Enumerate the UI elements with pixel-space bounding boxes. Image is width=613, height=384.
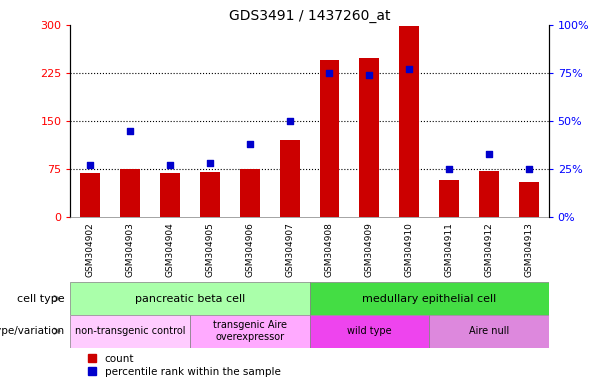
Bar: [160, 174, 180, 217]
Point: [245, 141, 255, 147]
Bar: [479, 171, 499, 217]
Bar: [359, 58, 379, 217]
Bar: [519, 182, 539, 217]
Point: [86, 162, 96, 168]
Bar: [280, 140, 300, 217]
Bar: [70, 282, 310, 315]
Text: pancreatic beta cell: pancreatic beta cell: [135, 293, 245, 304]
Point: [364, 72, 374, 78]
Text: wild type: wild type: [347, 326, 392, 336]
Bar: [310, 315, 429, 348]
Bar: [120, 169, 140, 217]
Title: GDS3491 / 1437260_at: GDS3491 / 1437260_at: [229, 8, 390, 23]
Point: [524, 166, 533, 172]
Text: GSM304907: GSM304907: [285, 222, 294, 277]
Legend: count, percentile rank within the sample: count, percentile rank within the sample: [88, 354, 281, 377]
Text: non-transgenic control: non-transgenic control: [75, 326, 186, 336]
Point: [166, 162, 175, 168]
Bar: [429, 315, 549, 348]
Bar: [190, 315, 310, 348]
Bar: [70, 315, 190, 348]
Text: cell type: cell type: [17, 293, 64, 304]
Text: transgenic Aire
overexpressor: transgenic Aire overexpressor: [213, 320, 287, 342]
Text: GSM304905: GSM304905: [205, 222, 215, 277]
Point: [205, 160, 215, 166]
Text: GSM304910: GSM304910: [405, 222, 414, 277]
Point: [284, 118, 294, 124]
Text: GSM304908: GSM304908: [325, 222, 334, 277]
Text: GSM304902: GSM304902: [86, 222, 95, 277]
Text: GSM304913: GSM304913: [524, 222, 533, 277]
Point: [405, 66, 414, 72]
Text: GSM304912: GSM304912: [484, 222, 493, 277]
Bar: [240, 169, 260, 217]
Bar: [200, 172, 220, 217]
Point: [444, 166, 454, 172]
Point: [125, 127, 135, 134]
Text: GSM304906: GSM304906: [245, 222, 254, 277]
Bar: [319, 60, 340, 217]
Bar: [80, 174, 101, 217]
Bar: [439, 180, 459, 217]
Bar: [310, 282, 549, 315]
Text: genotype/variation: genotype/variation: [0, 326, 64, 336]
Text: GSM304904: GSM304904: [166, 222, 175, 277]
Bar: [399, 26, 419, 217]
Text: Aire null: Aire null: [469, 326, 509, 336]
Text: GSM304909: GSM304909: [365, 222, 374, 277]
Text: medullary epithelial cell: medullary epithelial cell: [362, 293, 497, 304]
Point: [325, 70, 335, 76]
Text: GSM304911: GSM304911: [444, 222, 454, 277]
Text: GSM304903: GSM304903: [126, 222, 135, 277]
Point: [484, 151, 494, 157]
